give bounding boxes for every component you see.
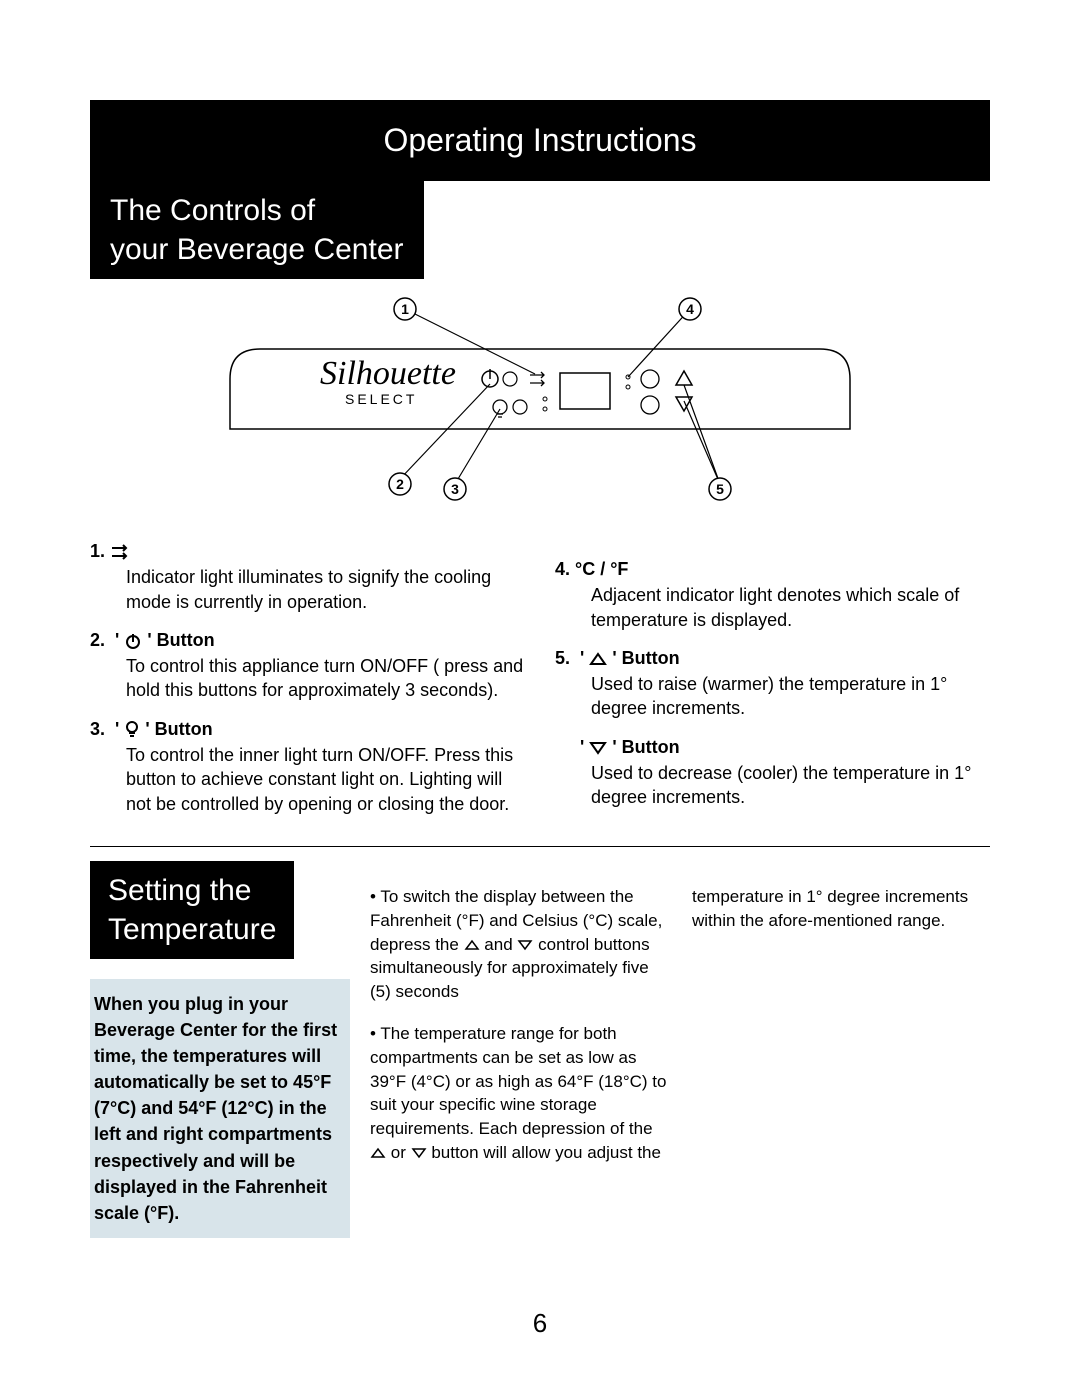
callout-2: 2 <box>396 476 404 492</box>
item-5-body: Used to raise (warmer) the temperature i… <box>591 672 990 721</box>
item-5-num: 5. <box>555 648 570 668</box>
item-3-label: ' ' Button <box>110 719 213 739</box>
page-title-bar: Operating Instructions <box>90 100 990 181</box>
callout-4: 4 <box>686 301 694 317</box>
bullet-1b: and <box>484 935 517 954</box>
light-icon <box>124 720 140 740</box>
heading-line1: The Controls of <box>110 194 315 227</box>
right-column: 4. °C / °F Adjacent indicator light deno… <box>555 539 990 816</box>
callout-3: 3 <box>451 481 459 497</box>
cooling-icon <box>110 544 132 560</box>
temp-left-col: Setting the Temperature When you plug in… <box>90 861 350 1238</box>
triangle-up-icon-inline <box>464 939 480 951</box>
item-1-body: Indicator light illuminates to signify t… <box>126 565 525 614</box>
temp-heading-2: Temperature <box>108 913 276 946</box>
item-4-body: Adjacent indicator light denotes which s… <box>591 583 990 632</box>
item-6-head: 5. ' ' Button <box>555 735 990 759</box>
item-5-label: ' ' Button <box>575 648 680 668</box>
triangle-down-icon-inline <box>517 939 533 951</box>
item-1-head: 1. <box>90 539 525 563</box>
item-5-head: 5. ' ' Button <box>555 646 990 670</box>
bullet-2b: or <box>391 1143 411 1162</box>
panel-svg: Silhouette SELECT <box>190 289 890 519</box>
temp-col-2: temperature in 1° degree increments with… <box>692 885 990 1238</box>
triangle-up-icon <box>589 652 607 666</box>
power-icon <box>124 632 142 650</box>
bullet-1: • To switch the display between the Fahr… <box>370 885 668 1004</box>
temperature-section: Setting the Temperature When you plug in… <box>90 861 990 1238</box>
bullet-2a: • The temperature range for both compart… <box>370 1024 666 1138</box>
temp-heading-1: Setting the <box>108 874 251 907</box>
item-4-head: 4. °C / °F <box>555 557 990 581</box>
item-3-head: 3. ' ' Button <box>90 717 525 741</box>
item-3-body: To control the inner light turn ON/OFF. … <box>126 743 525 816</box>
section-heading-controls: The Controls of your Beverage Center <box>90 181 424 279</box>
left-column: 1. Indicator light illuminates to signif… <box>90 539 525 816</box>
page-number: 6 <box>90 1308 990 1339</box>
triangle-down-icon <box>589 741 607 755</box>
item-6-body: Used to decrease (cooler) the temperatur… <box>591 761 990 810</box>
control-panel-diagram: Silhouette SELECT <box>90 289 990 519</box>
item-2-label: ' ' Button <box>110 630 215 650</box>
callout-1: 1 <box>401 301 409 317</box>
brand-line2: SELECT <box>345 391 417 407</box>
controls-descriptions: 1. Indicator light illuminates to signif… <box>90 539 990 816</box>
item-4-num: 4. <box>555 559 570 579</box>
manual-page: Operating Instructions The Controls of y… <box>0 0 1080 1399</box>
divider <box>90 846 990 847</box>
temp-body-cols: • To switch the display between the Fahr… <box>370 885 990 1238</box>
brand-line1: Silhouette <box>320 355 456 392</box>
item-2-num: 2. <box>90 630 105 650</box>
heading-line2: your Beverage Center <box>110 233 404 266</box>
callout-5: 5 <box>716 481 724 497</box>
item-3-num: 3. <box>90 719 105 739</box>
triangle-down-icon-inline-2 <box>411 1147 427 1159</box>
item-1-num: 1. <box>90 541 105 561</box>
bullet-2c: button will allow you adjust the <box>431 1143 661 1162</box>
bullet-2: • The temperature range for both compart… <box>370 1022 668 1165</box>
triangle-up-icon-inline-2 <box>370 1147 386 1159</box>
item-4-label: °C / °F <box>575 559 628 579</box>
default-temp-note: When you plug in your Beverage Center fo… <box>90 979 350 1238</box>
item-6-label: ' ' Button <box>575 737 680 757</box>
item-2-body: To control this appliance turn ON/OFF ( … <box>126 654 525 703</box>
item-2-head: 2. ' ' Button <box>90 628 525 652</box>
section-heading-temperature: Setting the Temperature <box>90 861 294 959</box>
temp-col-2-text: temperature in 1° degree increments with… <box>692 887 968 930</box>
temp-col-1: • To switch the display between the Fahr… <box>370 885 668 1238</box>
